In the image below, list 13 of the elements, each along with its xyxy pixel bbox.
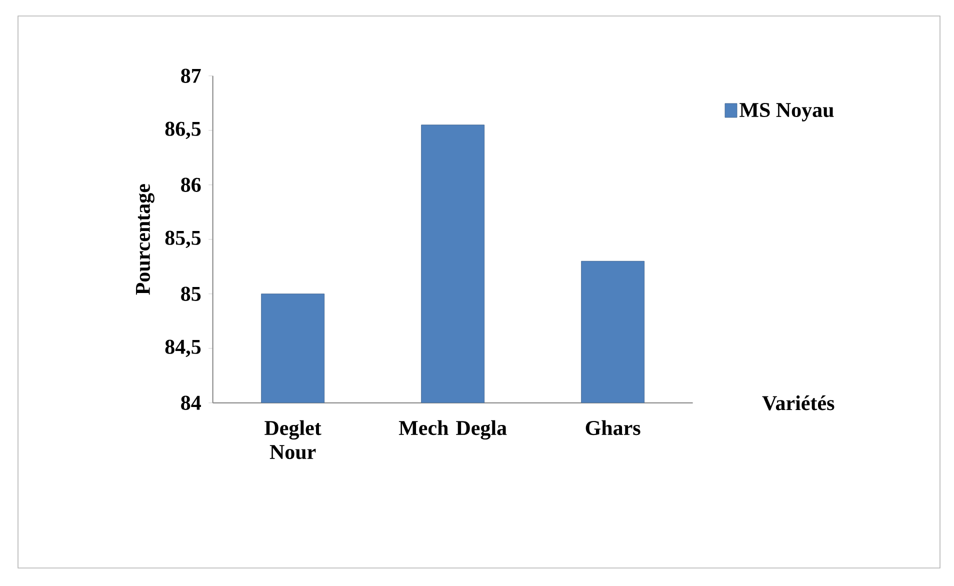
- y-tick-label: 84: [181, 396, 201, 410]
- y-tick-label: 86: [181, 178, 201, 192]
- x-axis-title: Variétés: [762, 395, 834, 410]
- x-tick-label: Mech Degla: [398, 420, 507, 440]
- y-tick-label: 85,5: [165, 230, 201, 248]
- y-tick-label: 84,5: [165, 340, 201, 357]
- y-axis-title: Pourcentage: [136, 184, 154, 295]
- y-tick-label: 87: [181, 68, 201, 83]
- y-tick-label: 85: [181, 286, 201, 301]
- x-tick-label: Deglet Nour: [264, 420, 322, 460]
- legend-label: MS Noyau: [740, 102, 834, 122]
- y-tick-label: 86,5: [165, 122, 201, 139]
- x-tick-label: Ghars: [586, 420, 640, 436]
